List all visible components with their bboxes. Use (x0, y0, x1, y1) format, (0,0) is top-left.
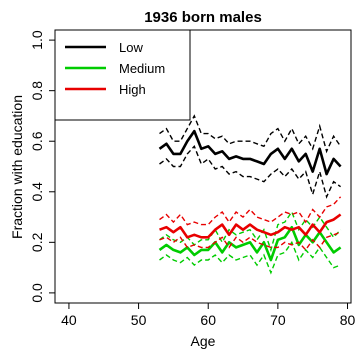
y-tick-label: 0.6 (29, 131, 45, 151)
legend-label-high: High (119, 82, 146, 97)
series-line-low (158, 129, 342, 176)
x-tick-label: 60 (200, 312, 216, 328)
y-tick-label: 1.0 (29, 30, 45, 50)
y-tick-label: 0.0 (29, 283, 45, 303)
ci-upper-line-high (159, 196, 342, 226)
plot-frame (54, 29, 352, 304)
x-axis-label: Age (191, 333, 216, 349)
ci-lower-line-low (159, 145, 342, 199)
series-line-medium (158, 225, 342, 262)
ci-upper-line-medium (159, 210, 342, 253)
y-tick-label: 0.4 (29, 182, 45, 202)
ci-upper-line-low (159, 114, 342, 154)
chart-title: 1936 born males (144, 9, 262, 26)
ci-lower-line-medium (159, 240, 341, 275)
x-tick-label: 70 (270, 312, 286, 328)
x-tick-label: 40 (61, 312, 77, 328)
y-tick-label: 0.8 (29, 81, 45, 101)
x-tick-label: 50 (131, 312, 147, 328)
legend-label-medium: Medium (119, 61, 165, 76)
series-line-high (159, 213, 342, 239)
y-axis-label: Fraction with education (9, 95, 25, 239)
axes: 40 50 60 70 80 0.0 0.2 0.4 0.6 0.8 1.0 (29, 29, 356, 328)
legend: Low Medium High (54, 29, 191, 121)
legend-box (54, 29, 191, 121)
legend-label-low: Low (119, 40, 143, 55)
plot-lines (158, 114, 342, 275)
y-tick-label: 0.2 (29, 232, 45, 252)
x-tick-label: 80 (340, 312, 356, 328)
